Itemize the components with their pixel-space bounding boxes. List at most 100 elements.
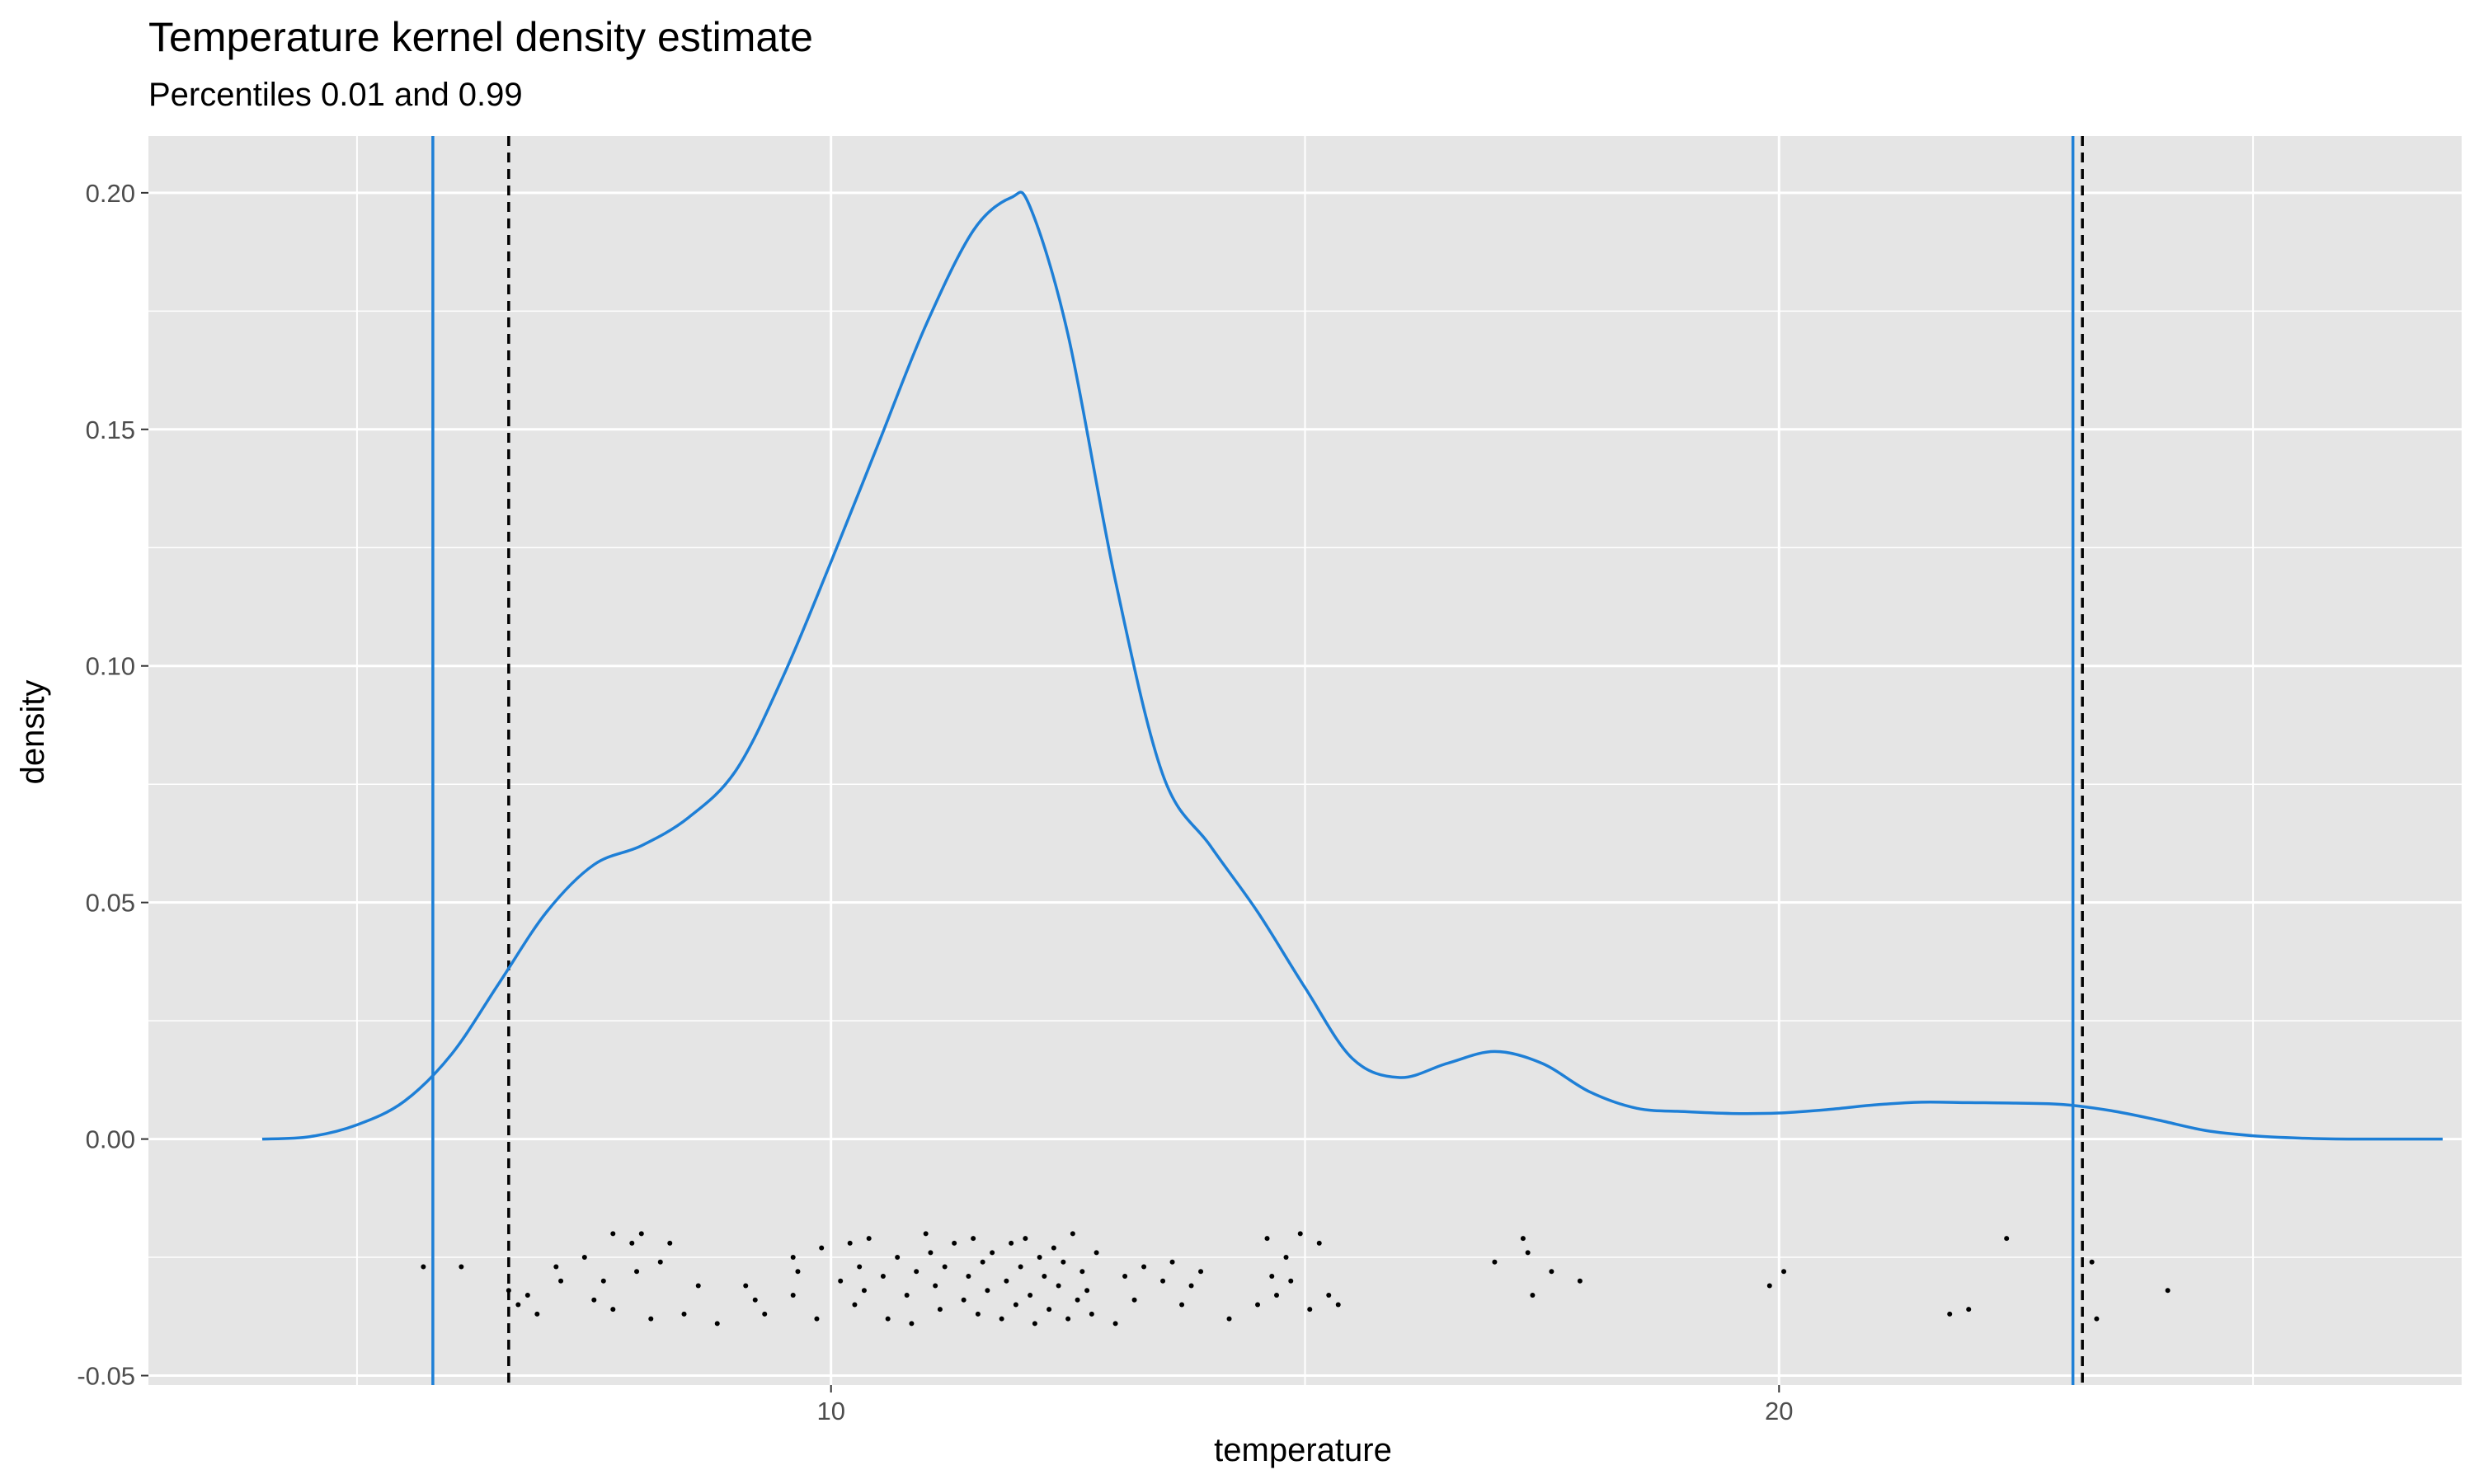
data-point <box>980 1259 985 1265</box>
data-point <box>1084 1288 1090 1294</box>
data-point <box>928 1250 934 1256</box>
data-point <box>1047 1307 1052 1313</box>
data-point <box>1288 1278 1294 1284</box>
data-point <box>506 1288 511 1294</box>
data-point <box>1112 1321 1118 1327</box>
data-point <box>1226 1316 1232 1322</box>
data-point <box>880 1274 886 1280</box>
data-point <box>1335 1302 1341 1308</box>
data-point <box>1075 1297 1080 1303</box>
data-point <box>952 1240 957 1246</box>
data-point <box>1198 1269 1204 1275</box>
y-axis-ticks: -0.05 0.00 0.05 0.10 0.15 0.20 <box>77 179 148 1391</box>
y-tick-label: 0.20 <box>86 179 135 208</box>
data-point <box>1070 1231 1075 1237</box>
data-point <box>937 1307 943 1313</box>
data-point <box>971 1236 976 1242</box>
data-point <box>681 1311 687 1317</box>
data-point <box>515 1302 521 1308</box>
x-tick-label: 20 <box>1765 1397 1793 1425</box>
data-point <box>1781 1269 1787 1275</box>
data-point <box>581 1255 587 1261</box>
data-point <box>1297 1231 1303 1237</box>
data-point <box>1188 1283 1194 1289</box>
data-point <box>1316 1240 1322 1246</box>
percentile-lines <box>431 136 2084 1385</box>
data-point <box>752 1297 758 1303</box>
data-point <box>1255 1302 1261 1308</box>
data-point <box>1160 1278 1166 1284</box>
data-point <box>553 1264 559 1270</box>
data-point <box>1549 1269 1554 1275</box>
y-tick-label: 0.05 <box>86 889 135 918</box>
data-point <box>1307 1307 1313 1313</box>
data-point <box>885 1316 891 1322</box>
data-point <box>1094 1250 1099 1256</box>
y-tick-label: -0.05 <box>77 1362 135 1391</box>
data-point <box>1179 1302 1185 1308</box>
data-point <box>1056 1283 1061 1289</box>
data-point <box>762 1311 768 1317</box>
data-point <box>933 1283 938 1289</box>
data-point <box>1131 1297 1137 1303</box>
data-point <box>2094 1316 2100 1322</box>
data-point <box>1947 1311 1953 1317</box>
data-point <box>1525 1250 1531 1256</box>
data-point <box>795 1269 801 1275</box>
data-point <box>1530 1292 1536 1298</box>
data-point <box>1032 1321 1037 1327</box>
data-point <box>2089 1259 2095 1265</box>
data-point <box>1013 1302 1018 1308</box>
data-point <box>714 1321 720 1327</box>
y-tick-label: 0.10 <box>86 652 135 681</box>
data-point <box>909 1321 915 1327</box>
data-point <box>1269 1274 1275 1280</box>
data-point <box>600 1278 606 1284</box>
data-point <box>857 1264 863 1270</box>
data-point <box>657 1259 663 1265</box>
data-point <box>1018 1264 1023 1270</box>
data-point <box>695 1283 701 1289</box>
data-point <box>923 1231 929 1237</box>
data-point <box>861 1288 867 1294</box>
data-point <box>1028 1292 1033 1298</box>
data-point <box>942 1264 948 1270</box>
data-point <box>961 1297 967 1303</box>
chart-title: Temperature kernel density estimate <box>148 14 813 60</box>
data-point <box>852 1302 858 1308</box>
data-point <box>990 1250 995 1256</box>
data-point <box>847 1240 853 1246</box>
chart-subtitle: Percentiles 0.01 and 0.99 <box>148 77 523 113</box>
data-point <box>904 1292 910 1298</box>
data-point <box>1079 1269 1085 1275</box>
data-point <box>1141 1264 1147 1270</box>
data-point <box>966 1274 971 1280</box>
data-point <box>1169 1259 1175 1265</box>
data-point <box>2004 1236 2010 1242</box>
data-point <box>790 1255 796 1261</box>
data-point <box>1766 1283 1772 1289</box>
data-point <box>629 1240 635 1246</box>
data-point <box>1061 1259 1066 1265</box>
data-point <box>1283 1255 1289 1261</box>
data-point <box>743 1283 749 1289</box>
data-point <box>1009 1240 1014 1246</box>
x-axis-ticks: 10 20 <box>816 1385 1794 1425</box>
y-tick-label: 0.15 <box>86 416 135 444</box>
y-axis-label: density <box>15 680 51 785</box>
data-point <box>558 1278 564 1284</box>
data-point <box>999 1316 1004 1322</box>
data-point <box>914 1269 920 1275</box>
data-point <box>591 1297 597 1303</box>
data-point <box>1042 1274 1047 1280</box>
data-point <box>790 1292 796 1298</box>
data-point <box>975 1311 981 1317</box>
data-point <box>1037 1255 1042 1261</box>
data-point <box>534 1311 540 1317</box>
data-point <box>1274 1292 1280 1298</box>
data-point <box>866 1236 872 1242</box>
data-point <box>1577 1278 1583 1284</box>
data-point <box>2165 1288 2171 1294</box>
data-point <box>648 1316 654 1322</box>
